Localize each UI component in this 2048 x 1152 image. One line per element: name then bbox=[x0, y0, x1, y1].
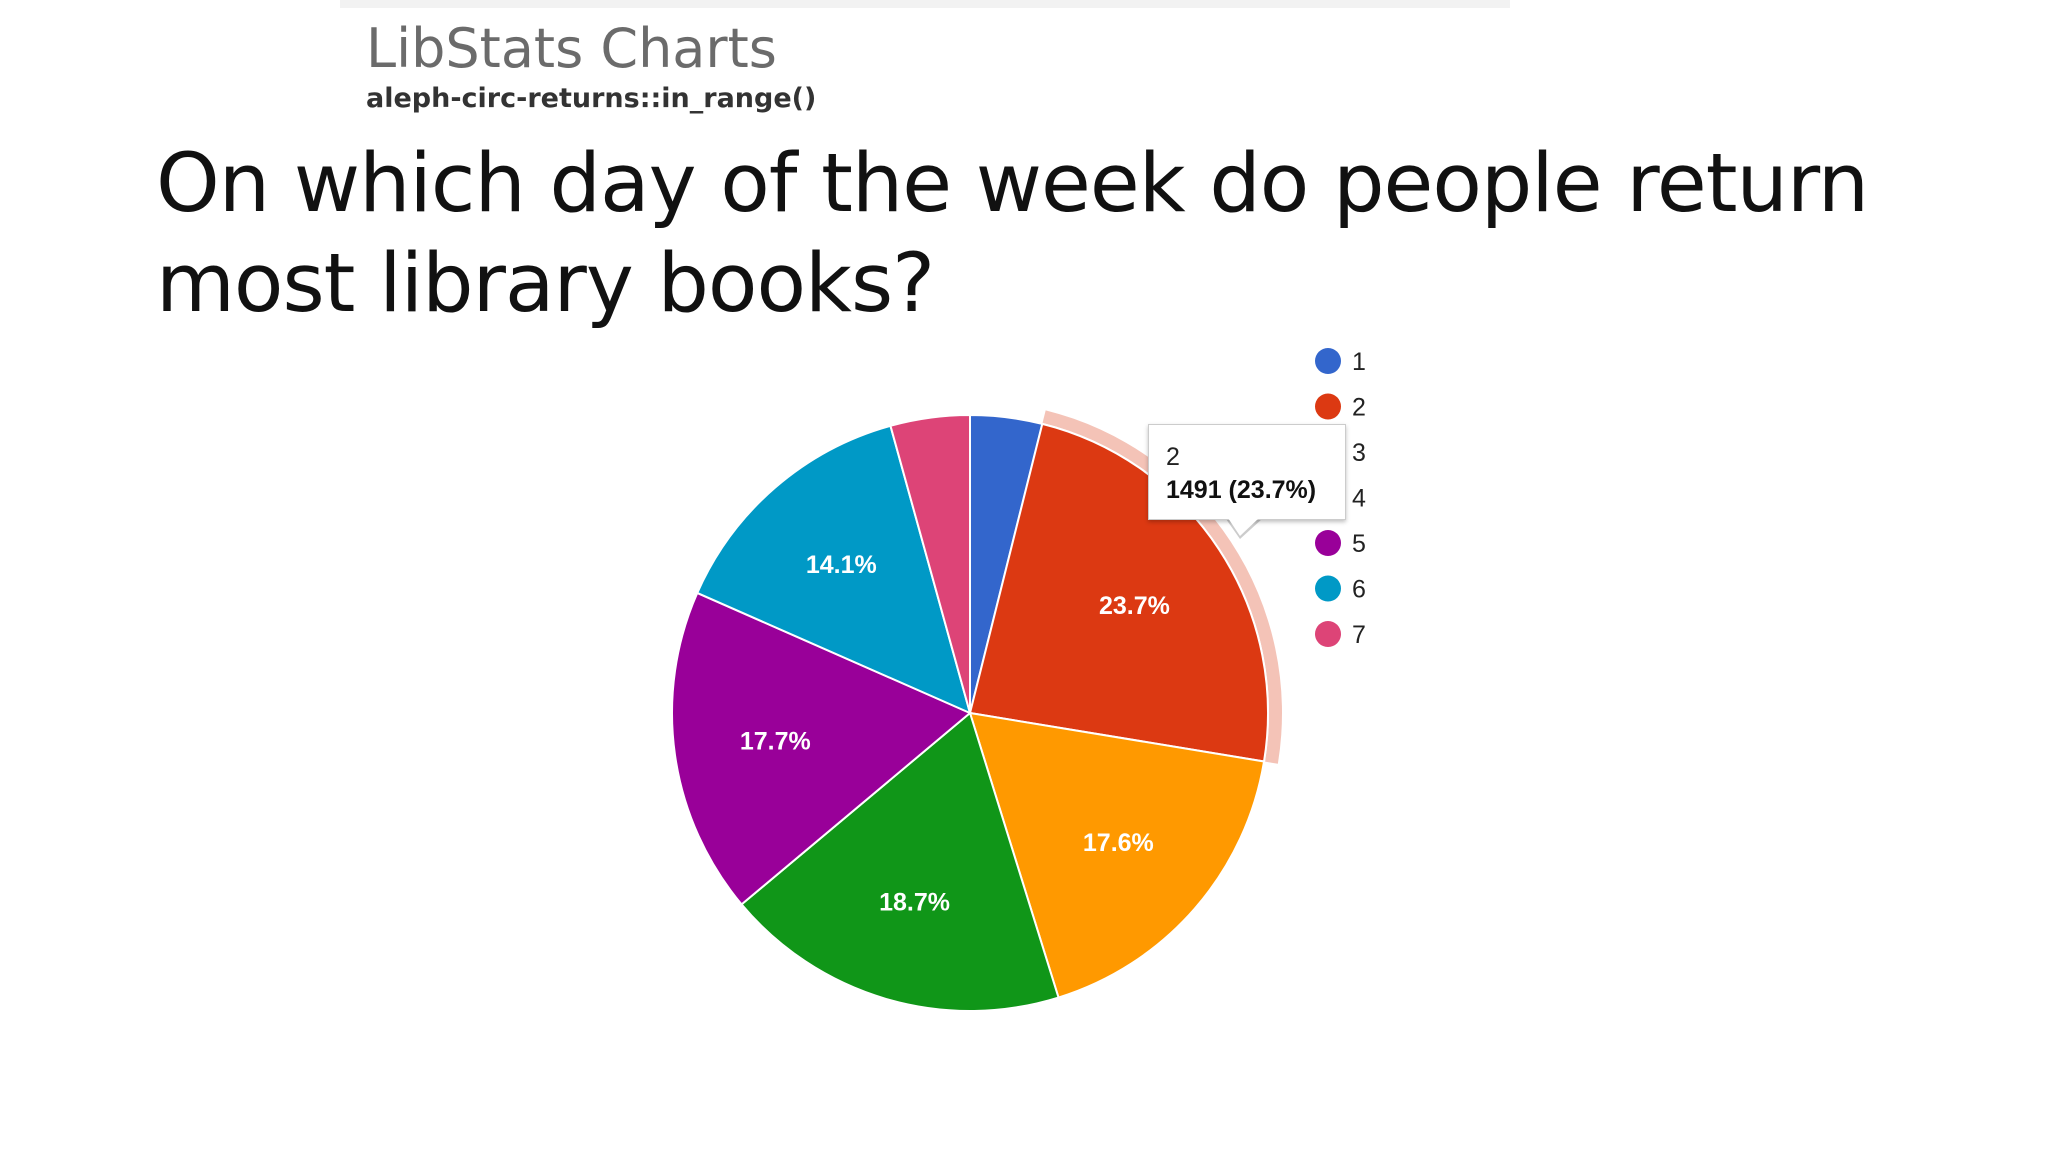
legend-label-2[interactable]: 2 bbox=[1352, 394, 1366, 422]
app-title: LibStats Charts bbox=[366, 17, 777, 80]
legend-swatch-7[interactable] bbox=[1315, 621, 1341, 647]
slice-label-4: 18.7% bbox=[879, 889, 950, 917]
legend-label-3[interactable]: 3 bbox=[1352, 439, 1366, 467]
pie-slice-5[interactable] bbox=[671, 591, 972, 906]
legend-label-5[interactable]: 5 bbox=[1352, 530, 1366, 558]
top-border bbox=[340, 0, 1510, 8]
slice-label-2: 23.7% bbox=[1099, 592, 1170, 620]
slice-label-3: 17.6% bbox=[1083, 829, 1154, 857]
legend-label-6[interactable]: 6 bbox=[1352, 576, 1366, 604]
slice-label-6: 14.1% bbox=[806, 551, 877, 579]
pie-slices bbox=[671, 410, 1282, 1012]
legend-swatch-1[interactable] bbox=[1315, 348, 1341, 374]
pie-slice-2[interactable] bbox=[968, 422, 1269, 763]
legend-label-1[interactable]: 1 bbox=[1352, 348, 1366, 376]
question-heading: On which day of the week do people retur… bbox=[156, 134, 1956, 334]
pie-slice-3[interactable] bbox=[968, 711, 1266, 999]
tooltip-pointer-fill bbox=[1228, 518, 1259, 536]
chart-tooltip: 2 1491 (23.7%) bbox=[1148, 424, 1346, 520]
question-line-2: most library books? bbox=[156, 237, 935, 331]
legend-swatch-6[interactable] bbox=[1315, 575, 1341, 602]
legend-label-4[interactable]: 4 bbox=[1352, 485, 1366, 513]
pie-slice-4[interactable] bbox=[740, 711, 1060, 1012]
pie-slice-7[interactable] bbox=[889, 413, 971, 714]
pie-slice-labels: 23.7% 17.6% 18.7% 17.7% 14.1% bbox=[740, 551, 1170, 916]
legend-swatch-2[interactable] bbox=[1315, 393, 1341, 420]
legend-swatch-5[interactable] bbox=[1315, 530, 1341, 556]
legend-label-7[interactable]: 7 bbox=[1352, 621, 1366, 649]
pie-slice-6[interactable] bbox=[695, 424, 972, 715]
tooltip-value: 1491 (23.7%) bbox=[1166, 476, 1317, 504]
question-line-1: On which day of the week do people retur… bbox=[156, 137, 1869, 231]
slice-label-5: 17.7% bbox=[740, 728, 811, 756]
page-header: LibStats Charts aleph-circ-returns::in_r… bbox=[366, 16, 816, 116]
tooltip-series-name: 2 bbox=[1166, 443, 1180, 471]
app-subtitle: aleph-circ-returns::in_range() bbox=[366, 83, 817, 114]
